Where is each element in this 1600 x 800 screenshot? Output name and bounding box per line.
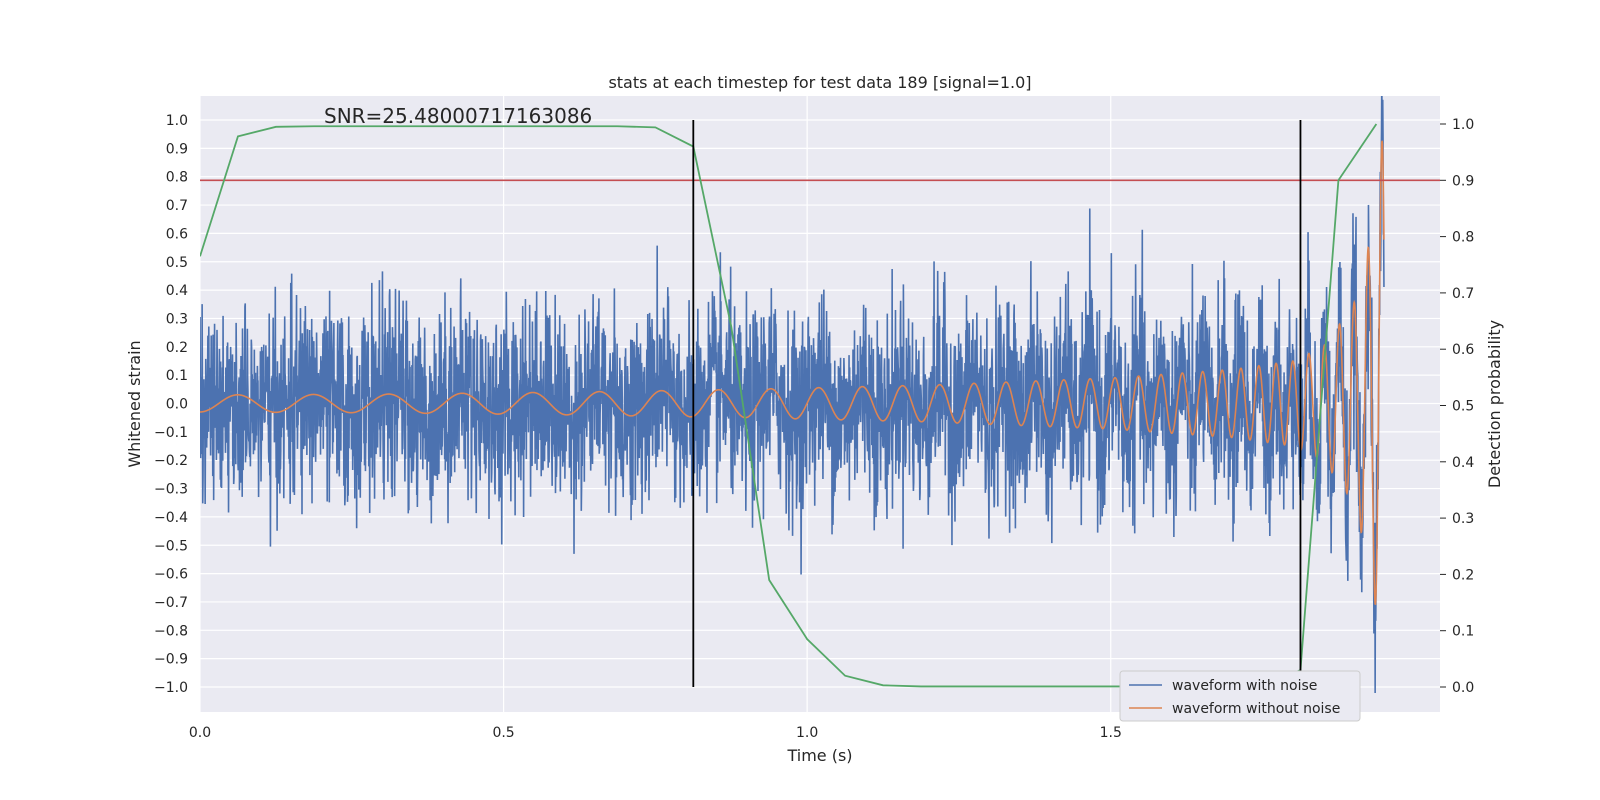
left-tick-label: 0.2 (166, 340, 188, 356)
vertical-markers (692, 120, 1302, 687)
right-tick-label: 0.1 (1452, 624, 1474, 640)
x-axis-ticks: 0.0 0.5 1.0 1.5 (189, 725, 1122, 741)
legend-label-clean: waveform without noise (1172, 701, 1340, 717)
series-layer (200, 96, 1440, 693)
left-tick-label: −0.1 (154, 425, 188, 441)
x-axis-label: Time (s) (786, 746, 852, 765)
right-tick-label: 0.2 (1452, 567, 1474, 583)
left-tick-label: −0.2 (154, 453, 188, 469)
legend-label-noise: waveform with noise (1172, 678, 1317, 694)
x-tick-label: 0.5 (492, 725, 514, 741)
right-tick-label: 0.6 (1452, 342, 1474, 358)
left-tick-label: 1.0 (166, 113, 188, 129)
left-tick-label: −1.0 (154, 680, 188, 696)
right-tick-label: 0.7 (1452, 286, 1474, 302)
left-axis-ticks: −1.0 −0.9 −0.8 −0.7 −0.6 −0.5 −0.4 −0.3 −0.2 −0.1… (154, 113, 188, 696)
x-tick-label: 1.5 (1100, 725, 1122, 741)
left-tick-label: 0.9 (166, 141, 188, 157)
x-tick-label: 1.0 (796, 725, 818, 741)
series-waveform-with-noise (200, 96, 1385, 693)
chart-title: stats at each timestep for test data 189… (608, 73, 1031, 92)
legend: waveform with noise waveform without noi… (1119, 670, 1361, 722)
left-tick-label: −0.4 (154, 510, 188, 526)
right-axis-label: Detection probability (1485, 320, 1504, 488)
left-tick-label: 0.5 (166, 255, 188, 271)
left-tick-label: 0.8 (166, 170, 188, 186)
right-tick-label: 0.3 (1452, 511, 1474, 527)
left-tick-label: 0.7 (166, 198, 188, 214)
left-tick-label: −0.9 (154, 652, 188, 668)
legend-box (1119, 670, 1361, 722)
snr-annotation: SNR=25.48000717163086 (324, 104, 592, 128)
left-tick-label: 0.0 (166, 397, 188, 413)
left-tick-label: −0.8 (154, 623, 188, 639)
right-tick-label: 0.9 (1452, 173, 1474, 189)
right-tick-label: 0.8 (1452, 230, 1474, 246)
right-tick-label: 1.0 (1452, 117, 1474, 133)
left-tick-label: −0.6 (154, 567, 188, 583)
left-tick-label: −0.7 (154, 595, 188, 611)
left-tick-label: −0.5 (154, 538, 188, 554)
series-waveform-without-noise (200, 140, 1385, 606)
left-tick-label: −0.3 (154, 482, 188, 498)
right-tick-label: 0.5 (1452, 399, 1474, 415)
left-tick-label: 0.1 (166, 368, 188, 384)
left-tick-label: 0.3 (166, 311, 188, 327)
left-tick-label: 0.4 (166, 283, 188, 299)
left-tick-label: 0.6 (166, 226, 188, 242)
left-axis-label: Whitened strain (125, 340, 144, 467)
right-axis-ticks: 0.0 0.1 0.2 0.3 0.4 0.5 0.6 0.7 0.8 0.9 1.0 (1440, 117, 1474, 696)
right-tick-label: 0.4 (1452, 455, 1474, 471)
right-tick-label: 0.0 (1452, 680, 1474, 696)
x-tick-label: 0.0 (189, 725, 211, 741)
